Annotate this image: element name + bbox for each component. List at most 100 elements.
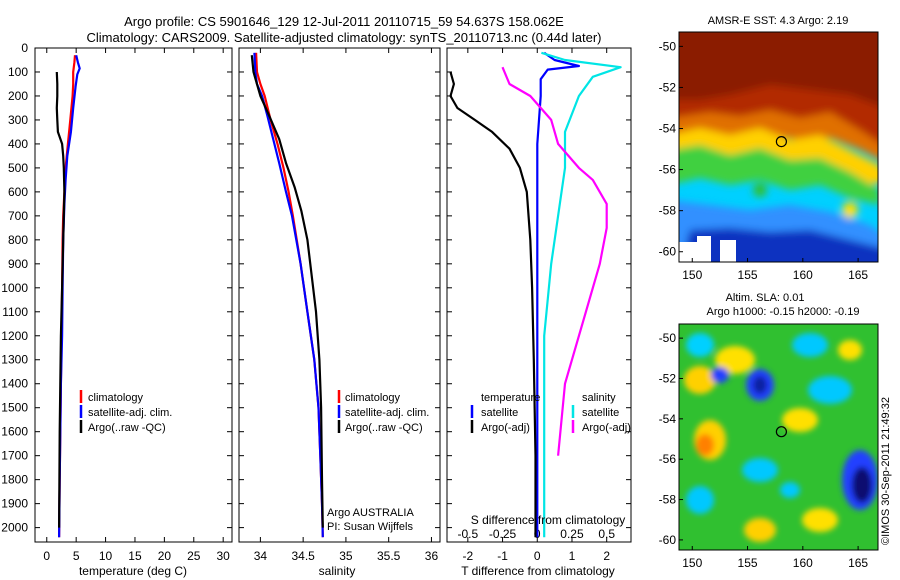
lon-tick-label: 155	[738, 268, 758, 282]
legend-label: Argo(-adj)	[481, 422, 530, 434]
depth-tick-label: 600	[8, 185, 28, 199]
salinity-difference-axis: -0.5 -0.25 0 0.25 0.5	[457, 527, 615, 541]
x-tick-label: 15	[128, 549, 142, 563]
sst-map-title: AMSR-E SST: 4.3 Argo: 2.19	[708, 15, 849, 27]
annotation-line2: PI: Susan Wijffels	[327, 521, 413, 533]
x-tick-label: 5	[73, 549, 80, 563]
series-line-satellite-adj--clim-	[253, 52, 324, 538]
lat-tick-label: -56	[659, 163, 677, 177]
temperature-plot-frame	[34, 47, 233, 543]
x-tick-label: 0	[43, 549, 50, 563]
depth-tick-label: 2000	[1, 521, 28, 535]
depth-tick-label: 1000	[1, 281, 28, 295]
temperature-axis-label: temperature (deg C)	[79, 564, 187, 578]
difference-series	[449, 51, 622, 538]
salinity-axis-label: salinity	[319, 564, 356, 578]
x-tick-label: 20	[158, 549, 172, 563]
legend-label: Argo(..raw -QC)	[345, 422, 423, 434]
series-line-salinity-argo--adj-	[501, 66, 608, 456]
figure-title-line2: Climatology: CARS2009. Satellite-adjuste…	[87, 30, 602, 45]
x-tick-label: 34.5	[291, 549, 315, 563]
lat-tick-label: -60	[659, 533, 677, 547]
x-tick-label: 25	[187, 549, 201, 563]
depth-tick-label: 1500	[1, 401, 28, 415]
annotation-line1: Argo AUSTRALIA	[327, 507, 414, 519]
legend-label: satellite	[481, 407, 518, 419]
salinity-legend: climatology satellite-adj. clim. Argo(..…	[327, 390, 429, 533]
x-tick-label: -2	[462, 549, 473, 563]
legend-label: satellite-adj. clim.	[345, 407, 429, 419]
lat-tick-label: -54	[659, 412, 677, 426]
depth-tick-label: 800	[8, 233, 28, 247]
x-tick-label: 2	[603, 549, 610, 563]
sla-map-title-line1: Altim. SLA: 0.01	[726, 292, 805, 304]
legend-label: Argo(-adj)	[582, 422, 631, 434]
sal-tick-label: -0.25	[489, 527, 517, 541]
salinity-plot-frame	[238, 47, 441, 543]
lat-tick-label: -52	[659, 80, 677, 94]
series-line-temperature-argo--adj-	[449, 71, 537, 538]
x-tick-label: 35.5	[377, 549, 401, 563]
lon-tick-label: 160	[793, 556, 813, 570]
legend-label: climatology	[345, 392, 401, 404]
sst-map-frame	[678, 31, 879, 263]
depth-tick-label: 1200	[1, 329, 28, 343]
lat-tick-label: -50	[659, 331, 677, 345]
salinity-series	[250, 52, 324, 538]
depth-tick-label: 400	[8, 137, 28, 151]
legend-title-temperature: temperature	[481, 392, 540, 404]
lon-tick-label: 150	[682, 268, 702, 282]
lat-tick-label: -50	[659, 39, 677, 53]
depth-tick-label: 1400	[1, 377, 28, 391]
legend-label: Argo(..raw -QC)	[88, 422, 166, 434]
temperature-legend: climatology satellite-adj. clim. Argo(..…	[79, 390, 172, 434]
depth-tick-label: 700	[8, 209, 28, 223]
salinity-difference-axis-label: S difference from climatology	[471, 513, 626, 527]
legend-label: satellite-adj. clim.	[88, 407, 172, 419]
lat-tick-label: -58	[659, 493, 677, 507]
difference-axis-label: T difference from climatology	[461, 564, 615, 578]
difference-x-axis: -2 -1 0 1 2	[462, 48, 610, 563]
argo-location-marker	[775, 135, 787, 148]
lat-tick-label: -54	[659, 122, 677, 136]
lat-tick-label: -58	[659, 204, 677, 218]
lon-tick-label: 150	[682, 556, 702, 570]
difference-legend: temperature satellite Argo(-adj) salinit…	[470, 392, 631, 434]
series-line-argo---raw--qc-	[55, 71, 66, 528]
x-tick-label: 35	[339, 549, 353, 563]
depth-tick-label: 1600	[1, 425, 28, 439]
x-tick-label: 1	[569, 549, 576, 563]
lon-tick-label: 165	[848, 556, 868, 570]
depth-tick-label: 300	[8, 113, 28, 127]
legend-label: climatology	[88, 392, 144, 404]
x-tick-label: 34	[254, 549, 268, 563]
depth-tick-label: 100	[8, 65, 28, 79]
sal-tick-label: 0.25	[560, 527, 584, 541]
series-line-argo---raw--qc-	[250, 55, 324, 528]
lon-tick-label: 155	[738, 556, 758, 570]
lat-tick-label: -52	[659, 371, 677, 385]
lat-tick-label: -56	[659, 452, 677, 466]
legend-label: satellite	[582, 407, 619, 419]
legend-title-salinity: salinity	[582, 392, 616, 404]
lon-tick-label: 165	[848, 268, 868, 282]
series-line-temperature-satellite	[536, 51, 581, 538]
series-line-salinity-satellite	[541, 51, 622, 538]
depth-tick-label: 0	[21, 41, 28, 55]
sal-tick-label: 0.5	[598, 527, 615, 541]
x-tick-label: -1	[497, 549, 508, 563]
lon-tick-label: 160	[793, 268, 813, 282]
credit-text: ©IMOS 30-Sep-2011 21:49:32	[880, 397, 892, 545]
x-tick-label: 0	[534, 549, 541, 563]
sst-map	[679, 32, 878, 262]
x-tick-label: 30	[216, 549, 230, 563]
x-tick-label: 36	[425, 549, 439, 563]
temperature-series	[55, 54, 81, 538]
sal-tick-label: -0.5	[457, 527, 478, 541]
depth-tick-label: 1800	[1, 473, 28, 487]
sla-map-title-line2: Argo h1000: -0.15 h2000: -0.19	[707, 306, 860, 318]
argo-location-marker	[775, 426, 787, 438]
series-line-climatology	[255, 52, 324, 538]
salinity-x-axis: 34 34.5 35 35.5 36	[254, 48, 439, 563]
